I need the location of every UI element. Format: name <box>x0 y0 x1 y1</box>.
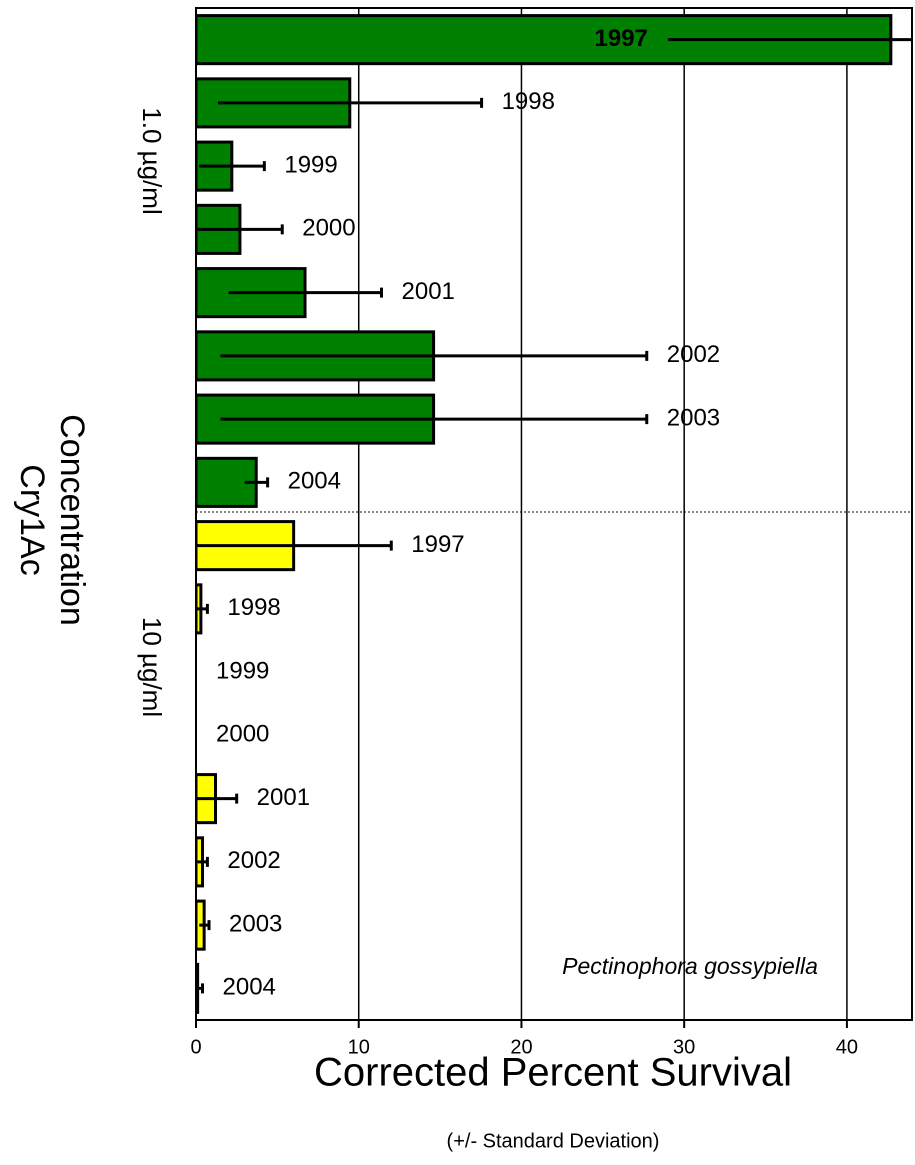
x-tick-label: 0 <box>190 1036 201 1058</box>
bar-label: 2001 <box>402 278 455 305</box>
bar-label: 1999 <box>284 151 337 178</box>
bar-label: 2003 <box>667 404 720 431</box>
bar-label: 2000 <box>216 721 269 748</box>
bar-label: 1997 <box>595 25 648 52</box>
bar-label: 2002 <box>227 847 280 874</box>
x-tick-label: 10 <box>348 1036 370 1058</box>
x-axis-note: (+/- Standard Deviation) <box>447 1130 660 1152</box>
bar-label: 2004 <box>223 974 276 1001</box>
series-label: 10 µg/ml <box>137 617 167 717</box>
x-tick-label: 30 <box>673 1036 695 1058</box>
bar-label: 1999 <box>216 657 269 684</box>
bar-label: 1998 <box>502 88 555 115</box>
y-title: Concentration <box>53 414 91 626</box>
bar-label: 2002 <box>667 341 720 368</box>
bar-label: 2000 <box>302 215 355 242</box>
bar-label: 1998 <box>227 594 280 621</box>
x-tick-label: 40 <box>836 1036 858 1058</box>
bar-label: 2001 <box>257 784 310 811</box>
series-label: 1.0 µg/ml <box>137 107 167 214</box>
plot-area <box>196 14 912 1014</box>
plot-frame <box>195 7 913 1021</box>
bar-label: 2003 <box>229 910 282 937</box>
x-tick-label: 20 <box>510 1036 532 1058</box>
annotation: Pectinophora gossypiella <box>562 953 818 979</box>
y-title: Cry1Ac <box>13 464 51 575</box>
x-axis-title: Corrected Percent Survival <box>314 1051 792 1095</box>
bar-label: 2004 <box>288 468 341 495</box>
bar-label: 1997 <box>411 531 464 558</box>
